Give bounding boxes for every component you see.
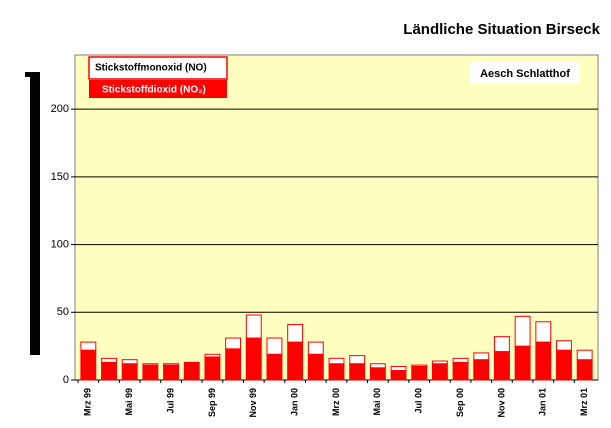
bar-segment [101, 357, 117, 363]
annotation-box [470, 62, 580, 84]
bar-segment [307, 341, 324, 355]
bar-segment [266, 337, 283, 355]
x-tick-label: Mrz 99 [83, 388, 93, 416]
x-tick-label: Nov 00 [496, 388, 506, 418]
bar-segment [556, 349, 572, 381]
bar-segment [556, 340, 572, 351]
bar-segment [80, 349, 97, 381]
y-tick-label: 50 [57, 306, 69, 318]
bar-segment [535, 341, 552, 381]
x-tick-label: Jan 01 [538, 388, 548, 416]
bar-segment [80, 341, 97, 351]
x-tick-label: Mai 00 [372, 388, 382, 416]
x-tick-label: Sep 00 [455, 388, 465, 417]
legend-label: Stickstoffdioxid (NO₂) [102, 85, 206, 96]
legend-label: Stickstoffmonoxid (NO) [95, 63, 207, 74]
x-tick-label: Mai 99 [124, 388, 134, 416]
bar-segment [142, 364, 159, 381]
bar-segment [452, 361, 469, 381]
bar-segment [349, 355, 366, 365]
bar-segment [245, 314, 262, 339]
x-tick-label: Jul 99 [165, 388, 175, 414]
x-tick-label: Nov 99 [248, 388, 258, 418]
x-tick-label: Sep 99 [207, 388, 217, 417]
y-tick-label: 200 [51, 103, 69, 115]
bar-segment [328, 357, 345, 365]
bar-segment [576, 359, 593, 381]
bar-segment [266, 353, 283, 381]
bar-segment [411, 364, 428, 367]
bar-segment [493, 336, 510, 353]
y-tick-label: 150 [51, 171, 69, 183]
bar-segment [225, 337, 242, 350]
bar-segment [369, 367, 386, 381]
legend-entry [89, 80, 227, 98]
axis-decoration [30, 72, 40, 355]
bar-segment [431, 363, 448, 381]
bar-segment [163, 363, 180, 366]
bar-segment [411, 365, 428, 381]
bar-segment [142, 363, 159, 366]
bar-segment [101, 361, 117, 381]
bar-segment [121, 363, 138, 381]
bar-segment [183, 361, 200, 381]
y-tick-label: 100 [51, 238, 69, 250]
axis-decoration [25, 72, 40, 77]
bar-segment [452, 357, 469, 363]
bar-segment [431, 360, 448, 365]
x-tick-label: Jul 00 [414, 388, 424, 414]
bar-segment [369, 363, 386, 369]
bar-segment [514, 345, 531, 381]
marks: 0 50 100 150 200 Mrz 99 Mai 99 Jul 99 Sep 99 Nov … [51, 103, 598, 418]
bar-segment [349, 363, 366, 381]
bar-segment [514, 315, 531, 347]
bar-segment [493, 351, 510, 381]
x-tick-label: Mrz 01 [579, 388, 589, 416]
bar-segment [390, 365, 407, 372]
bar-segment [390, 370, 407, 381]
legend-entry [88, 56, 228, 80]
bar-segment [576, 349, 593, 361]
bar-segment [204, 356, 221, 381]
y-tick-label: 0 [63, 374, 69, 386]
x-tick-label: Jan 00 [290, 388, 300, 416]
bar-segment [225, 348, 242, 381]
bar-segment [204, 353, 221, 358]
bar-segment [245, 337, 262, 381]
bar-segment [473, 352, 490, 361]
bar-segment [287, 323, 304, 343]
annotation: Aesch Schlatthof [480, 68, 570, 80]
bar-segment [287, 341, 304, 381]
x-tick-label: Mrz 00 [331, 388, 341, 416]
bar-segment [535, 321, 552, 343]
bar-segment [121, 359, 138, 365]
bar-segment [163, 364, 180, 381]
bar-segment [307, 353, 324, 381]
bar-segment [473, 359, 490, 381]
chart-title: Ländliche Situation Birseck [403, 21, 600, 38]
bar-segment [328, 363, 345, 381]
